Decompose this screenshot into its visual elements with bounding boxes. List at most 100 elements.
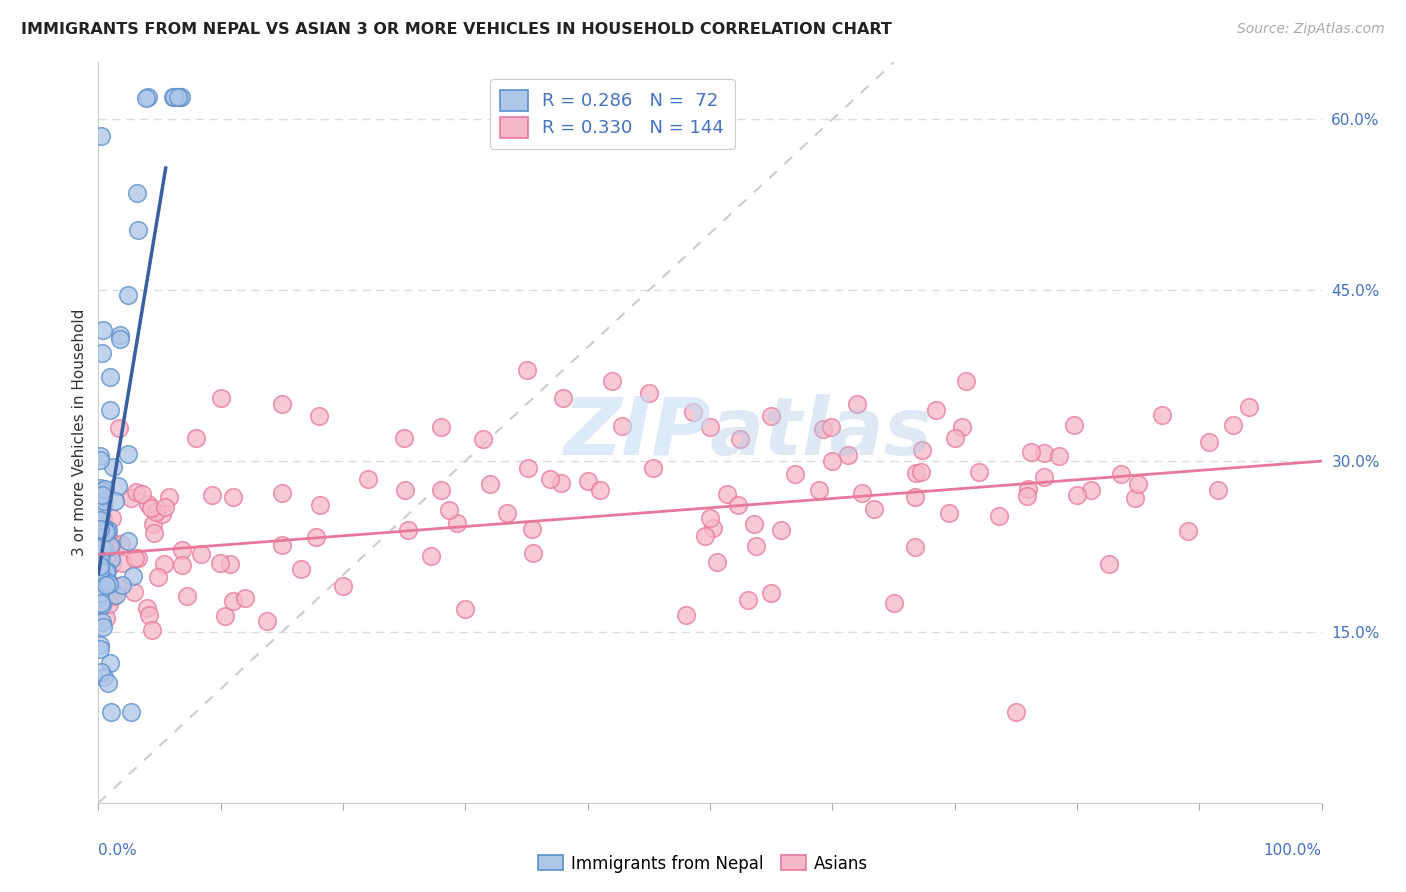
- Point: [98, 369, 121, 384]
- Point: [783, 467, 806, 482]
- Point: [910, 465, 932, 479]
- Point: [117, 534, 139, 549]
- Point: [89, 548, 111, 562]
- Point: [811, 421, 834, 435]
- Point: [357, 472, 380, 486]
- Point: [89, 510, 111, 524]
- Point: [89, 481, 111, 495]
- Point: [94, 483, 117, 497]
- Point: [904, 540, 927, 554]
- Point: [742, 516, 765, 531]
- Legend: Immigrants from Nepal, Asians: Immigrants from Nepal, Asians: [531, 848, 875, 880]
- Point: [430, 483, 453, 498]
- Point: [100, 552, 122, 566]
- Point: [163, 89, 186, 103]
- Point: [745, 539, 768, 553]
- Text: Source: ZipAtlas.com: Source: ZipAtlas.com: [1237, 22, 1385, 37]
- Point: [702, 521, 724, 535]
- Point: [576, 474, 599, 488]
- Point: [201, 488, 224, 502]
- Point: [911, 443, 934, 458]
- Point: [271, 537, 294, 551]
- Point: [727, 498, 749, 512]
- Point: [141, 623, 163, 637]
- Point: [101, 557, 124, 571]
- Point: [454, 602, 477, 616]
- Point: [135, 91, 157, 105]
- Point: [600, 375, 623, 389]
- Point: [851, 485, 873, 500]
- Point: [737, 592, 759, 607]
- Point: [190, 547, 212, 561]
- Point: [904, 467, 927, 481]
- Point: [1017, 489, 1039, 503]
- Point: [145, 505, 167, 519]
- Point: [97, 523, 120, 537]
- Point: [89, 642, 111, 657]
- Point: [218, 557, 240, 571]
- Point: [1063, 418, 1085, 433]
- Point: [169, 89, 191, 103]
- Point: [93, 541, 115, 555]
- Point: [108, 420, 131, 434]
- Point: [97, 580, 120, 594]
- Point: [93, 670, 115, 684]
- Point: [987, 509, 1010, 524]
- Point: [101, 584, 124, 599]
- Point: [125, 484, 148, 499]
- Point: [117, 447, 139, 461]
- Point: [146, 569, 169, 583]
- Point: [394, 483, 416, 497]
- Point: [550, 475, 572, 490]
- Point: [91, 488, 114, 502]
- Point: [233, 591, 256, 605]
- Point: [950, 419, 973, 434]
- Point: [472, 432, 495, 446]
- Point: [396, 523, 419, 537]
- Point: [1206, 483, 1229, 497]
- Point: [675, 607, 697, 622]
- Point: [110, 327, 132, 342]
- Point: [97, 597, 120, 611]
- Point: [904, 490, 927, 504]
- Point: [136, 497, 159, 511]
- Point: [222, 490, 245, 504]
- Point: [120, 705, 142, 719]
- Point: [90, 665, 112, 679]
- Point: [157, 490, 180, 504]
- Point: [166, 89, 188, 103]
- Point: [845, 397, 868, 411]
- Point: [89, 502, 111, 516]
- Point: [1150, 409, 1173, 423]
- Point: [90, 615, 112, 629]
- Point: [101, 511, 124, 525]
- Point: [94, 523, 117, 537]
- Point: [89, 591, 111, 605]
- Point: [96, 578, 118, 592]
- Point: [100, 656, 122, 670]
- Point: [142, 517, 165, 532]
- Point: [97, 676, 120, 690]
- Point: [170, 543, 193, 558]
- Point: [152, 557, 174, 571]
- Point: [682, 405, 704, 419]
- Point: [446, 516, 468, 530]
- Point: [96, 523, 118, 537]
- Point: [496, 506, 519, 520]
- Point: [89, 585, 111, 599]
- Point: [1198, 435, 1220, 450]
- Point: [170, 558, 193, 572]
- Point: [107, 479, 129, 493]
- Point: [943, 431, 966, 445]
- Point: [110, 537, 132, 551]
- Point: [127, 223, 149, 237]
- Point: [155, 500, 177, 515]
- Point: [1066, 488, 1088, 502]
- Point: [938, 506, 960, 520]
- Point: [638, 385, 661, 400]
- Point: [127, 551, 149, 566]
- Point: [120, 491, 142, 505]
- Point: [117, 288, 139, 302]
- Point: [1017, 482, 1039, 496]
- Point: [479, 477, 502, 491]
